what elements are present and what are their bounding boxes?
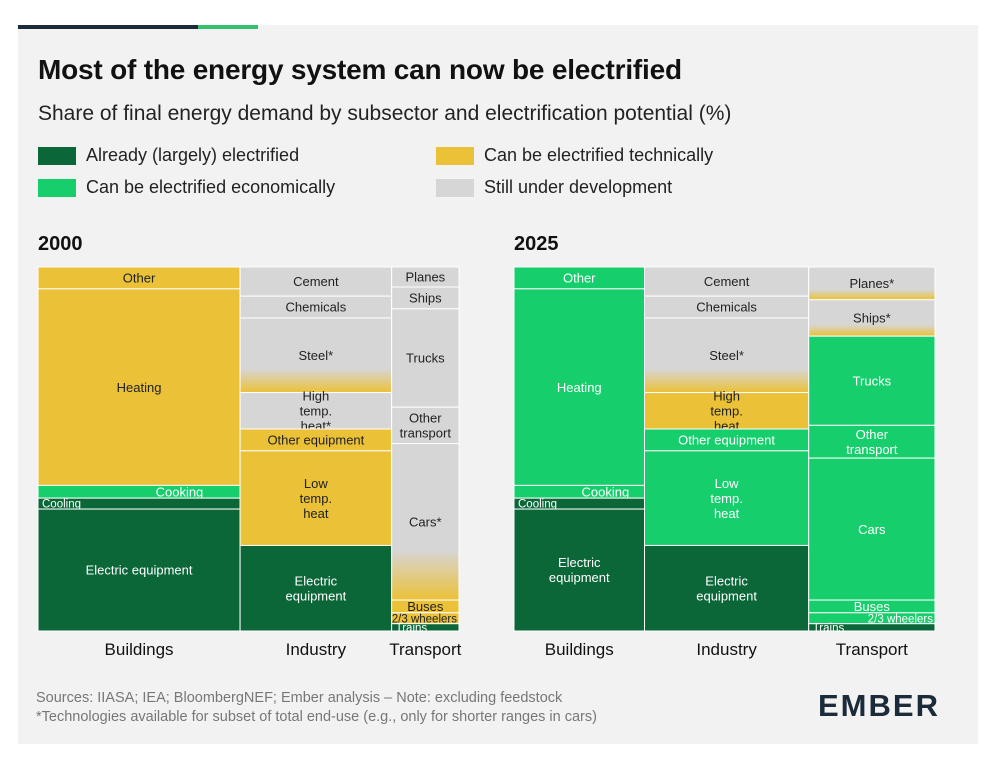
segment-2000-buildings-heating: [37, 288, 241, 486]
segment-label: Other equipment: [678, 433, 775, 448]
segment-2025-industry-electric-equipment: [644, 544, 810, 632]
segment-label: Cement: [704, 274, 750, 289]
legend-item-electrified: Already (largely) electrified: [38, 145, 299, 166]
segment-label: 2/3 wheelers: [868, 613, 933, 625]
segment-2000-transport-cars: [391, 443, 460, 601]
segment-2000-transport-other-transport: [391, 406, 460, 445]
segment-label: Electric equipment: [549, 555, 610, 585]
segment-2025-buildings-electric-equipment: [513, 508, 646, 632]
legend-label: Already (largely) electrified: [86, 145, 300, 165]
segment-label: Cooling: [518, 499, 557, 511]
column-label-transport: Transport: [389, 640, 461, 659]
segment-label: Cement: [293, 274, 339, 289]
segment-2000-buildings-electric-equipment: [37, 508, 241, 632]
segment-label: Chemicals: [696, 300, 757, 315]
segment-2000-transport-trucks: [391, 308, 460, 408]
segment-label: 2/3 wheelers: [392, 613, 457, 625]
segment-label: Electric equipment: [286, 573, 347, 603]
legend-label: Can be electrified economically: [86, 177, 336, 197]
segment-2025-industry-low-temp-heat: [644, 450, 810, 546]
segment-2025-transport-ships: [808, 299, 936, 337]
segment-label: Other equipment: [267, 433, 364, 448]
legend-swatch-development: [436, 178, 474, 197]
panel-title-2000: 2000: [38, 233, 83, 255]
segment-label: Trains: [813, 623, 845, 635]
segment-2000-buildings-cooking: [37, 484, 241, 499]
column-label-buildings: Buildings: [105, 640, 174, 659]
footer-sources: Sources: IIASA; IEA; BloombergNEF; Ember…: [36, 690, 563, 706]
legend-swatch-technically: [436, 146, 474, 165]
column-label-transport: Transport: [836, 640, 908, 659]
segment-label: High temp. heat: [710, 388, 743, 433]
segment-label: Planes: [405, 270, 445, 285]
segment-label: Ships*: [853, 311, 891, 326]
segment-label: Steel*: [299, 348, 334, 363]
segment-label: Chemicals: [286, 300, 347, 315]
footer-note: *Technologies available for subset of to…: [36, 709, 597, 725]
segment-label: Heating: [117, 380, 162, 395]
segment-label: Low temp. heat: [710, 476, 743, 521]
segment-label: Other transport: [846, 427, 898, 457]
segment-label: Trucks: [406, 351, 445, 366]
legend-swatch-electrified: [38, 146, 76, 165]
segment-label: Cooking: [582, 484, 630, 499]
accent-bar-green: [198, 25, 258, 29]
segment-label: Other: [123, 271, 156, 286]
segment-label: Cars: [858, 522, 886, 537]
panel-title-2025: 2025: [514, 233, 559, 255]
segment-2000-industry-low-temp-heat: [239, 450, 393, 546]
segment-label: Buses: [854, 599, 891, 614]
segment-2025-buildings-heating: [513, 288, 646, 486]
segment-2000-industry-steel: [239, 317, 393, 394]
chart-title: Most of the energy system can now be ele…: [38, 54, 682, 85]
segment-2025-transport-trucks: [808, 335, 936, 426]
segment-label: High temp. heat*: [300, 388, 333, 433]
ember-logo: EMBER: [818, 688, 940, 723]
segment-label: Electric equipment: [696, 573, 757, 603]
column-label-industry: Industry: [286, 640, 347, 659]
segment-label: Buses: [407, 599, 444, 614]
accent-bar-dark: [18, 25, 198, 29]
segment-label: Trains: [396, 623, 428, 635]
legend-swatch-economically: [38, 178, 76, 197]
segment-2025-transport-trains: [808, 623, 936, 632]
segment-label: Other: [563, 271, 596, 286]
legend-item-development: Still under development: [436, 177, 672, 198]
segment-2000-industry-high-temp-heat: [239, 392, 393, 430]
column-label-industry: Industry: [696, 640, 757, 659]
segment-2025-industry-steel: [644, 317, 810, 394]
legend-label: Can be electrified technically: [484, 145, 714, 165]
segment-label: Planes*: [849, 276, 894, 291]
segment-label: Low temp. heat: [300, 476, 333, 521]
legend-label: Still under development: [484, 177, 673, 197]
segment-2025-transport-planes: [808, 266, 936, 301]
segment-label: Cooking: [156, 484, 204, 499]
segment-label: Cooling: [42, 499, 81, 511]
segment-2025-industry-cement: [644, 266, 810, 297]
segment-label: Other transport: [400, 411, 452, 441]
segment-2000-transport-trains: [391, 623, 460, 632]
chart-subtitle: Share of final energy demand by subsecto…: [38, 102, 732, 125]
segment-label: Steel*: [709, 348, 744, 363]
column-label-buildings: Buildings: [545, 640, 614, 659]
segment-label: Ships: [409, 291, 442, 306]
segment-2000-industry-electric-equipment: [239, 544, 393, 632]
segment-label: Electric equipment: [86, 563, 193, 578]
segment-label: Trucks: [853, 373, 892, 388]
segment-2000-industry-cement: [239, 266, 393, 297]
segment-2025-transport-cars: [808, 457, 936, 601]
segment-label: Heating: [557, 380, 602, 395]
legend-item-economically: Can be electrified economically: [38, 177, 335, 198]
segment-label: Cars*: [409, 514, 442, 529]
legend-item-technically: Can be electrified technically: [436, 145, 713, 166]
